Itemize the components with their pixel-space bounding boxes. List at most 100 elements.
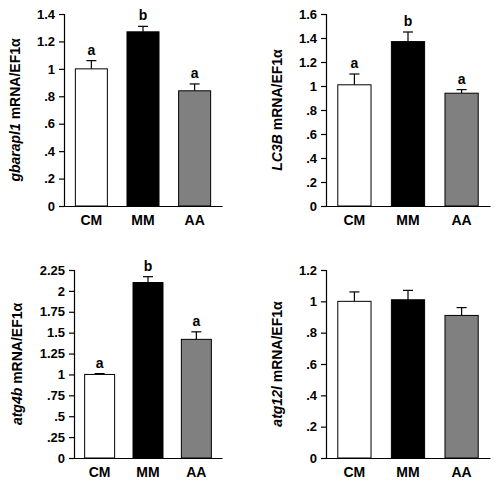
y-tick: 1 [310,294,326,309]
y-tick-mark [69,437,74,438]
y-tick: 1.2 [299,55,326,70]
y-tick-mark [321,427,326,428]
y-tick-mark [321,182,326,183]
y-tick-mark [321,395,326,396]
y-axis-line [59,15,65,207]
y-tick-mark [59,206,64,207]
x-tick-label: MM [131,212,154,228]
x-tick-label: AA [451,464,471,480]
y-tick: 1 [58,367,74,382]
y-tick-mark [59,151,64,152]
error-bar [457,308,467,316]
error-bar-cap [457,89,467,90]
error-bar-stem [461,308,462,316]
y-tick-label: 1.6 [299,7,317,22]
error-bar-cap [349,73,359,74]
y-tick-label: .8 [306,103,317,118]
y-tick-label: .2 [306,419,317,434]
x-axis: CMMMAA [327,206,491,228]
y-tick-mark [321,206,326,207]
y-tick: 2.25 [40,263,74,278]
y-tick-mark [69,374,74,375]
error-bar-cap [457,307,467,308]
error-bar [191,332,201,340]
error-bar-cap [403,290,413,291]
annotation: a [87,42,95,58]
x-tick: CM [89,458,111,480]
y-tick-mark [321,62,326,63]
x-tick-label: CM [344,464,366,480]
y-tick-mark [321,364,326,365]
y-tick-label: 1 [58,367,65,382]
y-tick: 1.6 [299,7,326,22]
y-tick: .6 [306,127,326,142]
y-tick-mark [59,96,64,97]
y-tick-label: .4 [306,151,318,166]
y-tick-mark [69,353,74,354]
y-tick-label: .2 [44,171,55,186]
x-tick: CM [344,206,366,228]
y-tick: 1 [310,79,326,94]
y-tick-mark [69,333,74,334]
x-tick-label: CM [80,212,102,228]
bar [391,42,424,206]
y-tick-mark [59,41,64,42]
error-bar-stem [91,61,92,69]
y-axis: 0.2.4.6.811.21.4 [37,7,65,214]
y-tick: .6 [44,116,64,131]
x-axis: CMMMAA [75,458,223,480]
y-tick-label: .6 [306,127,317,142]
x-axis-line [327,458,491,459]
y-tick-label: 1 [310,79,317,94]
y-tick-label: 0 [48,199,55,214]
y-tick-label: .8 [306,325,317,340]
error-bar [457,90,467,94]
bar [133,283,163,458]
y-tick: 0 [310,199,326,214]
bars [338,290,478,458]
y-axis-title: atg12l mRNA/EF1α [269,301,285,427]
error-bar [349,74,359,85]
y-tick-label: 1 [310,294,317,309]
error-bar [349,292,359,301]
annotation: a [351,55,359,71]
y-tick-label: .75 [47,388,65,403]
y-tick-label: .8 [44,89,55,104]
bar [181,339,211,458]
y-tick: 1.75 [40,304,74,319]
y-tick-label: 1.25 [40,346,65,361]
y-tick-label: 1.2 [299,263,317,278]
y-tick-mark [321,458,326,459]
y-tick-label: 2.25 [40,263,65,278]
x-axis-line [327,206,491,207]
error-bar [190,84,200,91]
y-tick: .4 [306,388,326,403]
x-tick-label: MM [136,464,159,480]
y-tick-label: .6 [306,357,317,372]
annotation: a [192,313,200,329]
figure: 0.2.4.6.811.21.4CMMMAAabagbarapl1 mRNA/E… [0,0,500,490]
x-axis: CM MM AA [327,458,491,480]
bars [85,277,212,458]
y-tick-label: 1.75 [40,304,65,319]
y-tick-mark [59,14,64,15]
y-tick: .6 [306,357,326,372]
error-bar-stem [196,332,197,340]
error-bar-cap [191,331,201,332]
y-tick: .2 [306,419,326,434]
error-bar-stem [407,32,408,42]
error-bar-cap [403,31,413,32]
bar [338,85,371,206]
y-tick: 1.4 [299,31,326,46]
y-tick: .2 [44,171,64,186]
panel: 0.2.4.6.811.21.41.6CMMMAAabaLC3B mRNA/EF… [269,7,491,228]
y-tick-mark [59,124,64,125]
error-bar [403,32,413,42]
x-tick: MM [396,458,419,480]
bar [338,301,371,458]
x-tick-label: AA [185,212,205,228]
y-tick: 1 [48,62,64,77]
bar [85,374,115,458]
annotation: a [191,65,199,81]
y-tick-mark [59,178,64,179]
